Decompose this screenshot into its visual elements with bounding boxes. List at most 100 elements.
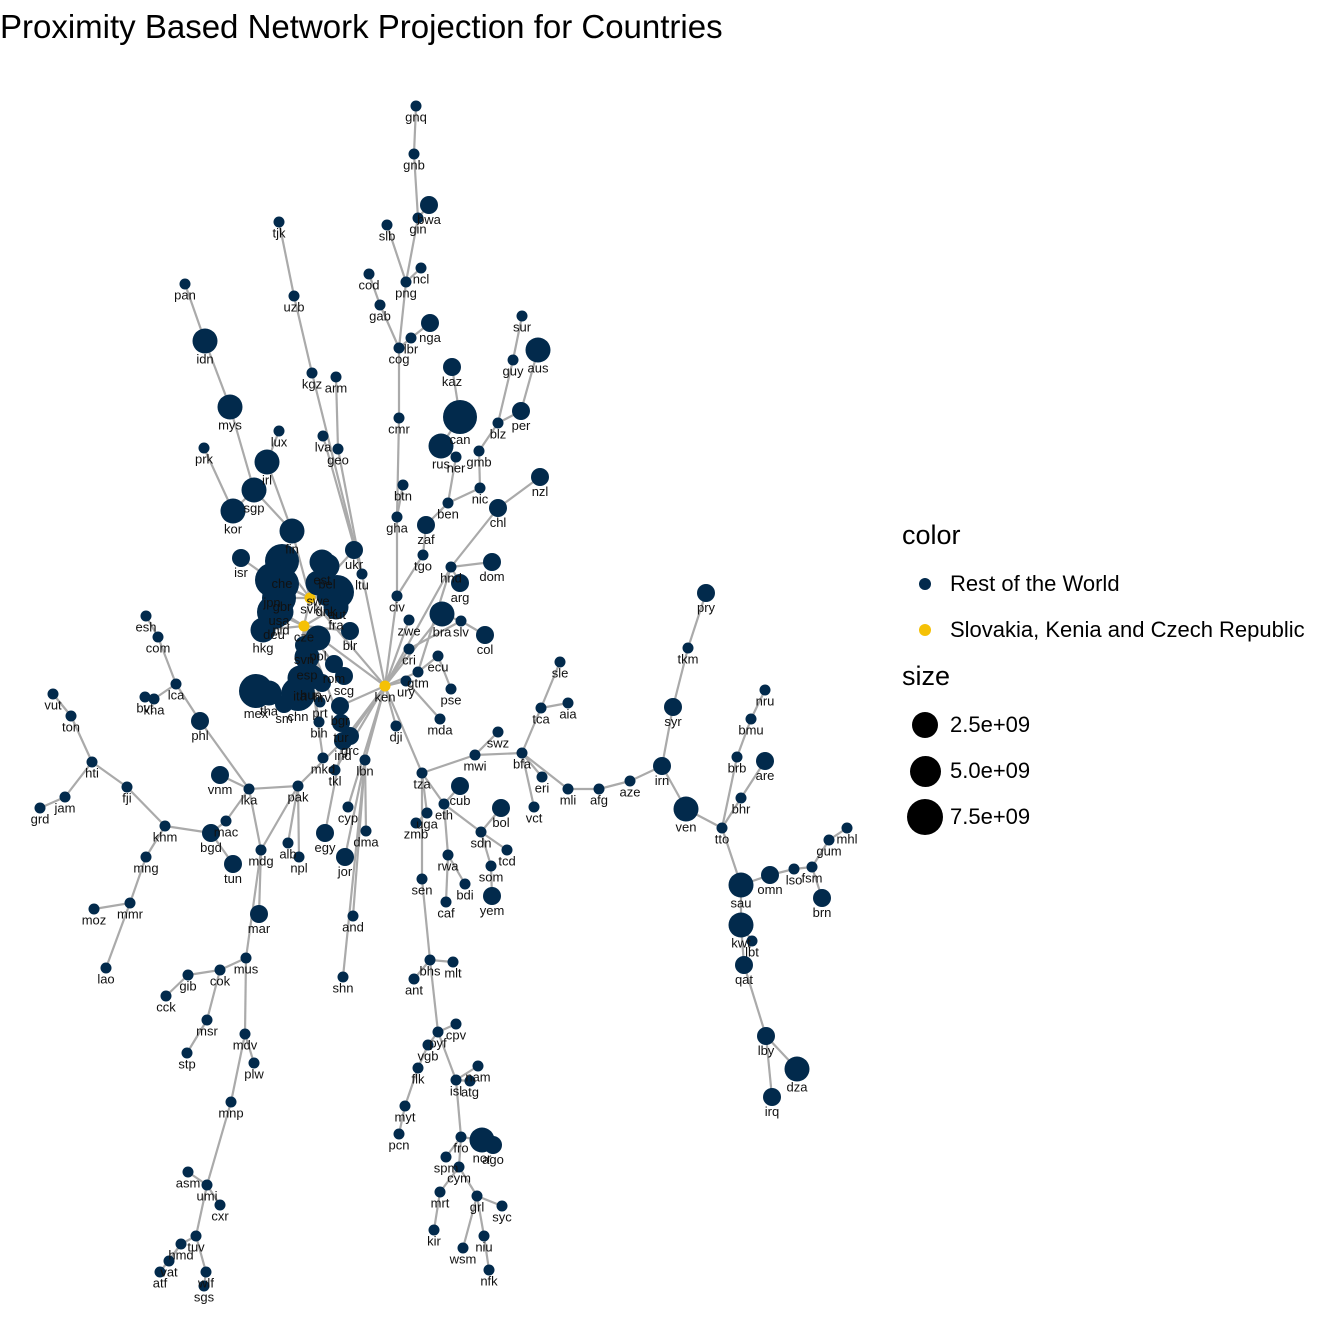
node-grd: [34, 802, 46, 814]
edge-pyf-bhs: [428, 959, 440, 1033]
legend-item-rest: Rest of the World: [900, 561, 1344, 607]
node-yem: [483, 887, 501, 905]
edge-tca-bfa: [520, 707, 543, 754]
node-mng: [140, 851, 152, 863]
node-label-tun: tun: [224, 871, 242, 886]
node-mda: [434, 713, 446, 725]
node-myt: [399, 1100, 411, 1112]
edge-sdn-eth: [443, 803, 482, 833]
node-bgd: [202, 824, 220, 842]
node-tur: [332, 714, 350, 732]
node-are: [756, 752, 774, 770]
node-label-mhl: mhl: [837, 832, 858, 847]
node-label-bhr: bhr: [732, 802, 751, 817]
node-label-ecu: ecu: [428, 660, 449, 675]
legend-dot-highlight: [919, 624, 931, 636]
node-label-pol: pol: [309, 649, 326, 664]
edge-eth-tza: [421, 772, 445, 805]
node-fin: [279, 518, 305, 544]
node-bwa: [420, 196, 438, 214]
node-ken: [379, 680, 391, 692]
node-hnd: [445, 561, 457, 573]
node-label-cyp: cyp: [338, 811, 358, 826]
node-gha: [391, 511, 403, 523]
node-nru: [759, 684, 771, 696]
node-aze: [624, 775, 636, 787]
node-isr: [232, 549, 250, 567]
edge-blz-gmb: [478, 422, 499, 452]
edge-mar-mdg: [257, 849, 263, 915]
node-label-tur: tur: [333, 730, 349, 745]
node-cog: [393, 342, 405, 354]
node-label-cub: cub: [450, 793, 471, 808]
node-label-ben: ben: [437, 507, 459, 522]
node-ton: [65, 710, 77, 722]
node-label-gib: gib: [179, 979, 196, 994]
node-egy: [316, 824, 334, 842]
edge-uzb-kgz: [292, 295, 314, 374]
node-sgp: [241, 477, 267, 503]
node-label-wlf: wlf: [197, 1276, 214, 1291]
node-label-irl: irl: [262, 473, 272, 488]
node-label-lbr: lbr: [404, 342, 419, 357]
node-lva: [317, 430, 329, 442]
node-tto: [716, 822, 728, 834]
edge-vct-bfa: [520, 752, 536, 808]
node-sen: [416, 873, 428, 885]
node-label-nzl: nzl: [532, 484, 549, 499]
edge-chl-hnd: [450, 507, 499, 568]
node-label-aut: aut: [328, 607, 346, 622]
node-label-pse: pse: [441, 693, 462, 708]
node-slb: [381, 219, 393, 231]
node-jor: [336, 848, 354, 866]
node-label-bwa: bwa: [417, 212, 442, 227]
legend-label-rest: Rest of the World: [950, 571, 1120, 596]
node-label-deu: deu: [263, 627, 285, 642]
edge-tza-ken: [383, 685, 424, 774]
node-cxr: [214, 1199, 226, 1211]
node-label-isl: isl: [450, 1084, 462, 1099]
node-label-est: est: [313, 573, 331, 588]
node-and: [347, 910, 359, 922]
node-label-prk: prk: [195, 452, 214, 467]
node-bdi: [459, 878, 471, 890]
node-label-wsm: wsm: [449, 1252, 477, 1267]
legend-item-highlight: Slovakia, Kenia and Czech Republic: [900, 607, 1344, 653]
node-dma: [360, 825, 372, 837]
node-label-uzb: uzb: [284, 300, 305, 315]
node-label-atf: atf: [153, 1276, 168, 1291]
node-ltu: [356, 568, 368, 580]
label-layer: kensvkczegnqgnbbwaginslbnclpngcodgabngal…: [31, 110, 858, 1305]
node-dom: [483, 553, 501, 571]
legend: color Rest of the World Slovakia, Kenia …: [900, 520, 1344, 840]
node-atg: [464, 1075, 476, 1087]
edge-nic-ben: [447, 487, 481, 504]
legend-size-dot: [912, 712, 938, 738]
node-label-sdn: sdn: [471, 836, 492, 851]
node-label-vct: vct: [526, 811, 543, 826]
node-tjk: [273, 216, 285, 228]
edge-gmb-nic: [477, 450, 482, 489]
node-label-sm: sm: [275, 711, 292, 726]
node-sdn: [475, 826, 487, 838]
node-label-civ: civ: [389, 600, 405, 615]
node-label-mus: mus: [234, 962, 259, 977]
node-label-eri: eri: [535, 781, 550, 796]
node-label-plw: plw: [244, 1067, 264, 1082]
edge-ltu-ken: [360, 573, 387, 687]
node-sgs: [198, 1280, 210, 1292]
node-cub: [451, 777, 469, 795]
node-label-bdi: bdi: [456, 888, 473, 903]
node-label-png: png: [395, 286, 417, 301]
node-ago: [484, 1136, 502, 1154]
node-caf: [440, 896, 452, 908]
node-label-ner: ner: [447, 461, 466, 476]
node-label-lka: lka: [241, 793, 258, 808]
node-label-ven: ven: [676, 820, 697, 835]
node-mlt: [447, 956, 459, 968]
node-label-kor: kor: [224, 522, 243, 537]
edge-wlf-tuv: [194, 1235, 208, 1273]
node-rwa: [442, 849, 454, 861]
node-nam: [472, 1060, 484, 1072]
node-label-dnk: dnk: [316, 604, 337, 619]
